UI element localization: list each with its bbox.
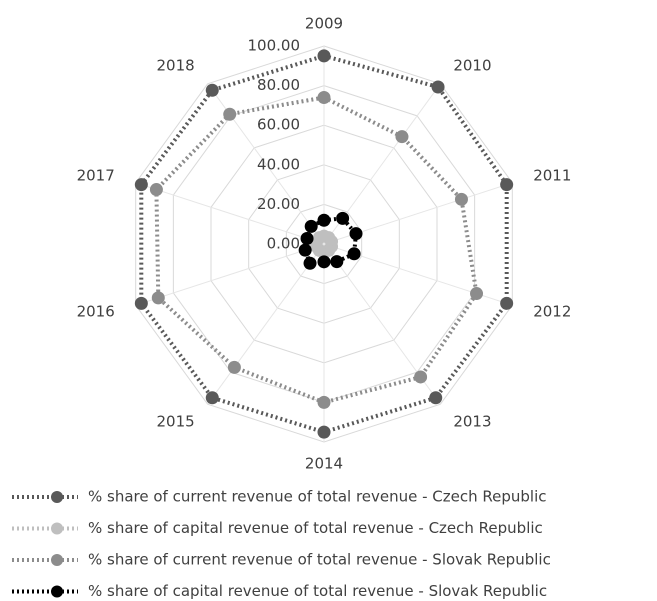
data-point (470, 287, 484, 301)
data-point (205, 391, 219, 405)
data-point (347, 247, 361, 261)
category-label: 2009 (305, 15, 343, 33)
data-point (317, 49, 331, 63)
data-point (317, 395, 331, 409)
data-point (151, 291, 165, 305)
data-point (317, 213, 331, 227)
data-point (429, 391, 443, 405)
data-point (336, 211, 350, 225)
legend-swatch-dot (51, 522, 63, 535)
data-point (205, 83, 219, 97)
data-point (223, 107, 237, 121)
data-point (500, 296, 514, 310)
legend-swatch-dot (51, 554, 63, 566)
axis-tick-label: 40.00 (257, 155, 300, 173)
axis-tick-label: 0.00 (267, 235, 300, 253)
category-label: 2015 (156, 412, 194, 430)
data-point (304, 219, 318, 233)
category-label: 2018 (156, 57, 194, 75)
category-label: 2010 (453, 57, 491, 75)
legend-swatch-dot (51, 491, 63, 503)
data-point (454, 192, 468, 206)
data-point (414, 370, 428, 384)
data-point (349, 227, 363, 241)
category-label: 2013 (453, 412, 491, 430)
data-point (500, 178, 514, 192)
category-label: 2012 (533, 302, 571, 320)
category-label: 2016 (77, 302, 115, 320)
data-point (395, 130, 409, 144)
spoke (135, 243, 325, 306)
data-point (312, 231, 326, 245)
axis-tick-label: 20.00 (257, 195, 300, 213)
data-point (300, 231, 314, 245)
spoke (135, 182, 325, 245)
data-point (317, 425, 331, 439)
data-point (149, 183, 163, 197)
data-point (317, 90, 331, 104)
legend-label: % share of capital revenue of total reve… (88, 519, 543, 537)
spoke (207, 243, 325, 405)
legend-label: % share of current revenue of total reve… (88, 488, 547, 506)
data-point (330, 255, 344, 269)
axis-tick-label: 60.00 (257, 116, 300, 134)
data-point (134, 296, 148, 310)
data-point (227, 360, 241, 374)
data-point (431, 80, 445, 94)
axis-tick-label: 100.00 (248, 37, 301, 55)
category-label: 2014 (305, 455, 343, 473)
legend-swatch-dot (51, 585, 63, 598)
category-label: 2017 (77, 167, 115, 185)
data-point (298, 243, 312, 257)
legend-label: % share of capital revenue of total reve… (88, 582, 547, 600)
data-point (134, 178, 148, 192)
axis-tick-label: 80.00 (257, 76, 300, 94)
data-point (317, 255, 331, 269)
data-point (303, 256, 317, 270)
category-label: 2011 (533, 167, 571, 185)
legend-label: % share of current revenue of total reve… (88, 551, 551, 569)
